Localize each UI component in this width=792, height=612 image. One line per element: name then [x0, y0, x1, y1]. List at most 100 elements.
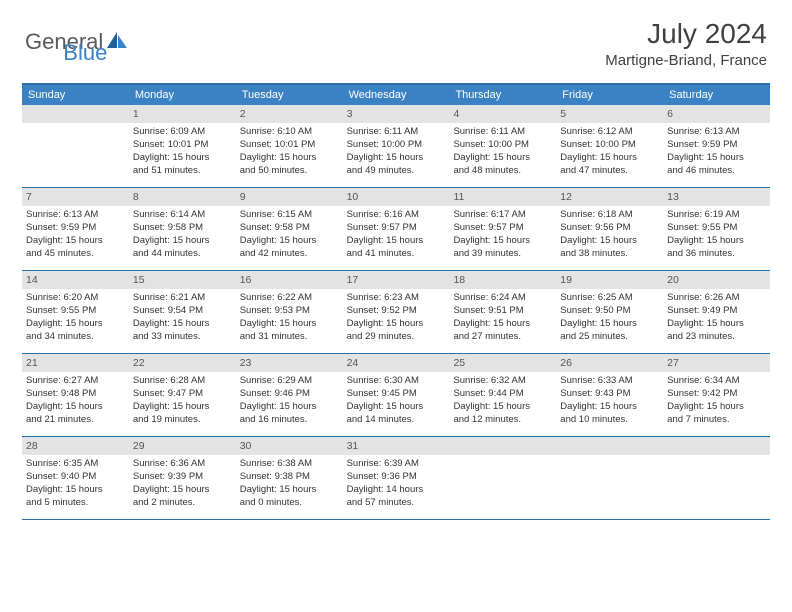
weekday-header: Thursday — [449, 85, 556, 105]
day-info-line: Sunrise: 6:39 AM — [347, 458, 446, 471]
day-number: 5 — [556, 105, 663, 123]
day-cell: 22Sunrise: 6:28 AMSunset: 9:47 PMDayligh… — [129, 354, 236, 436]
day-number: 26 — [556, 354, 663, 372]
day-cell: 21Sunrise: 6:27 AMSunset: 9:48 PMDayligh… — [22, 354, 129, 436]
day-info-line: Sunset: 9:40 PM — [26, 471, 125, 484]
day-info-line: and 49 minutes. — [347, 165, 446, 178]
day-info-line: Daylight: 15 hours — [133, 235, 232, 248]
week-row: 21Sunrise: 6:27 AMSunset: 9:48 PMDayligh… — [22, 354, 770, 437]
day-number — [449, 437, 556, 455]
day-info-line: Sunrise: 6:21 AM — [133, 292, 232, 305]
day-cell: 27Sunrise: 6:34 AMSunset: 9:42 PMDayligh… — [663, 354, 770, 436]
day-number: 11 — [449, 188, 556, 206]
day-info-line: Daylight: 15 hours — [667, 235, 766, 248]
day-info-line: Sunrise: 6:11 AM — [453, 126, 552, 139]
day-info-line: Daylight: 15 hours — [560, 401, 659, 414]
day-info-line: Daylight: 14 hours — [347, 484, 446, 497]
day-info-line: Daylight: 15 hours — [453, 235, 552, 248]
day-info-line: and 47 minutes. — [560, 165, 659, 178]
day-info-line: and 0 minutes. — [240, 497, 339, 510]
day-info-line: Daylight: 15 hours — [347, 318, 446, 331]
day-info-line: Daylight: 15 hours — [453, 318, 552, 331]
day-info-line: Sunrise: 6:38 AM — [240, 458, 339, 471]
day-number: 30 — [236, 437, 343, 455]
day-number: 3 — [343, 105, 450, 123]
day-info-line: Daylight: 15 hours — [240, 235, 339, 248]
day-info-line: Sunset: 9:42 PM — [667, 388, 766, 401]
day-info-line: Daylight: 15 hours — [453, 152, 552, 165]
day-info-line: Sunrise: 6:11 AM — [347, 126, 446, 139]
day-cell: 4 Sunrise: 6:11 AMSunset: 10:00 PMDayligh… — [449, 105, 556, 187]
day-info-line: Sunset: 10:00 PM — [347, 139, 446, 152]
day-info-line: Sunset: 9:55 PM — [26, 305, 125, 318]
day-info-line: Daylight: 15 hours — [347, 235, 446, 248]
day-info-line: Daylight: 15 hours — [26, 235, 125, 248]
day-info-line: and 10 minutes. — [560, 414, 659, 427]
day-info-line: Sunset: 9:43 PM — [560, 388, 659, 401]
day-number: 4 — [449, 105, 556, 123]
day-number: 21 — [22, 354, 129, 372]
day-info-line: Sunset: 9:53 PM — [240, 305, 339, 318]
day-info-line: Sunrise: 6:33 AM — [560, 375, 659, 388]
day-info-line: and 33 minutes. — [133, 331, 232, 344]
day-info-line: Sunset: 9:45 PM — [347, 388, 446, 401]
day-cell: 15Sunrise: 6:21 AMSunset: 9:54 PMDayligh… — [129, 271, 236, 353]
day-info-line: Sunrise: 6:24 AM — [453, 292, 552, 305]
day-number: 7 — [22, 188, 129, 206]
day-number: 6 — [663, 105, 770, 123]
day-info-line: Sunrise: 6:34 AM — [667, 375, 766, 388]
day-number: 22 — [129, 354, 236, 372]
day-info-line: Daylight: 15 hours — [560, 152, 659, 165]
day-info-line: Sunset: 10:00 PM — [453, 139, 552, 152]
day-info-line: and 46 minutes. — [667, 165, 766, 178]
day-info-line: Daylight: 15 hours — [347, 152, 446, 165]
day-info-line: Daylight: 15 hours — [26, 318, 125, 331]
day-info-line: and 51 minutes. — [133, 165, 232, 178]
day-info-line: Sunrise: 6:28 AM — [133, 375, 232, 388]
weekday-header: Monday — [129, 85, 236, 105]
day-info-line: Sunrise: 6:29 AM — [240, 375, 339, 388]
day-cell: 28Sunrise: 6:35 AMSunset: 9:40 PMDayligh… — [22, 437, 129, 519]
day-info-line: Sunrise: 6:25 AM — [560, 292, 659, 305]
day-cell — [663, 437, 770, 519]
day-info-line: and 7 minutes. — [667, 414, 766, 427]
day-info-line: Sunset: 9:47 PM — [133, 388, 232, 401]
day-info-line: Sunrise: 6:36 AM — [133, 458, 232, 471]
day-cell: 10Sunrise: 6:16 AMSunset: 9:57 PMDayligh… — [343, 188, 450, 270]
day-info-line: Sunrise: 6:13 AM — [667, 126, 766, 139]
day-info-line: and 29 minutes. — [347, 331, 446, 344]
day-info-line: Sunrise: 6:17 AM — [453, 209, 552, 222]
day-info-line: and 38 minutes. — [560, 248, 659, 261]
day-number: 10 — [343, 188, 450, 206]
day-number: 27 — [663, 354, 770, 372]
day-info-line: Sunrise: 6:18 AM — [560, 209, 659, 222]
day-info-line: Sunset: 9:58 PM — [133, 222, 232, 235]
day-info-line: and 50 minutes. — [240, 165, 339, 178]
day-info-line: Sunrise: 6:09 AM — [133, 126, 232, 139]
day-info-line: Sunrise: 6:16 AM — [347, 209, 446, 222]
day-info-line: Daylight: 15 hours — [240, 484, 339, 497]
weekday-header: Tuesday — [236, 85, 343, 105]
day-info-line: Sunrise: 6:26 AM — [667, 292, 766, 305]
day-number: 31 — [343, 437, 450, 455]
day-info-line: Daylight: 15 hours — [667, 318, 766, 331]
day-cell: 3 Sunrise: 6:11 AMSunset: 10:00 PMDayligh… — [343, 105, 450, 187]
day-number: 2 — [236, 105, 343, 123]
week-row: 28Sunrise: 6:35 AMSunset: 9:40 PMDayligh… — [22, 437, 770, 520]
weekday-header: Wednesday — [343, 85, 450, 105]
week-row: 14Sunrise: 6:20 AMSunset: 9:55 PMDayligh… — [22, 271, 770, 354]
day-info-line: and 39 minutes. — [453, 248, 552, 261]
title-block: July 2024 Martigne-Briand, France — [605, 18, 767, 69]
day-number: 1 — [129, 105, 236, 123]
day-cell: 8Sunrise: 6:14 AMSunset: 9:58 PMDaylight… — [129, 188, 236, 270]
day-info-line: Sunrise: 6:22 AM — [240, 292, 339, 305]
day-info-line: Sunset: 9:55 PM — [667, 222, 766, 235]
day-info-line: Sunset: 9:46 PM — [240, 388, 339, 401]
day-info-line: Sunset: 9:48 PM — [26, 388, 125, 401]
logo: General Blue — [25, 18, 107, 66]
day-info-line: and 12 minutes. — [453, 414, 552, 427]
header: General Blue July 2024 Martigne-Briand, … — [0, 0, 792, 75]
day-info-line: Sunrise: 6:15 AM — [240, 209, 339, 222]
day-number: 29 — [129, 437, 236, 455]
day-info-line: Sunrise: 6:10 AM — [240, 126, 339, 139]
